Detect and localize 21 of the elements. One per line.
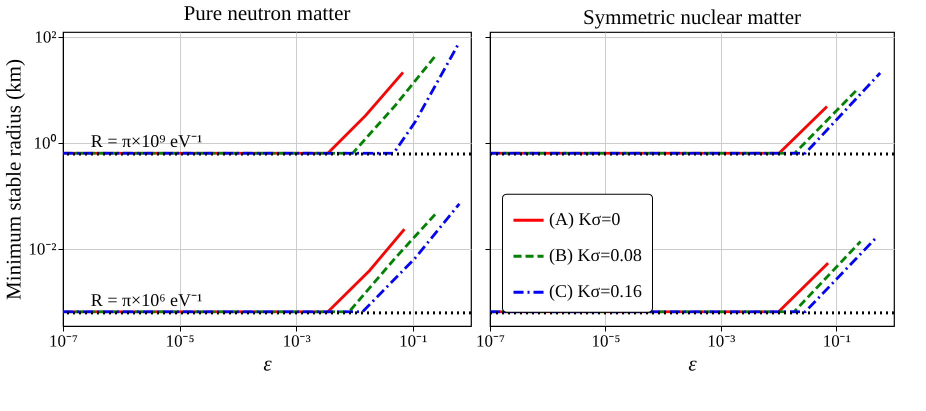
y-tick-label: 10² — [34, 28, 56, 47]
x-tick-label: 10⁻³ — [282, 332, 311, 350]
x-tick-label: 10⁻¹ — [399, 332, 428, 350]
x-tick-label: 10⁻¹ — [822, 332, 851, 350]
legend-label: (A) Kσ=0 — [549, 209, 620, 230]
x-axis-title: ε — [688, 352, 698, 376]
y-tick-label: 10⁰ — [34, 134, 56, 153]
annotation: R = π×10⁹ eV⁻¹ — [90, 131, 202, 152]
annotation: R = π×10⁶ eV⁻¹ — [90, 290, 202, 310]
x-tick-label: 10⁻⁷ — [49, 332, 78, 350]
x-tick-label: 10⁻⁵ — [166, 332, 195, 350]
legend-label: (C) Kσ=0.16 — [549, 281, 642, 302]
x-tick-label: 10⁻³ — [707, 332, 736, 350]
chart-title: Pure neutron matter — [184, 1, 350, 26]
y-axis-title: Minimum stable radius (km) — [1, 59, 26, 300]
chart-title: Symmetric nuclear matter — [582, 5, 802, 29]
x-axis-title: ε — [263, 352, 272, 376]
legend-label: (B) Kσ=0.08 — [549, 245, 642, 266]
x-tick-label: 10⁻⁷ — [476, 332, 506, 350]
y-tick-label: 10⁻² — [28, 239, 56, 258]
x-tick-label: 10⁻⁵ — [591, 332, 620, 350]
